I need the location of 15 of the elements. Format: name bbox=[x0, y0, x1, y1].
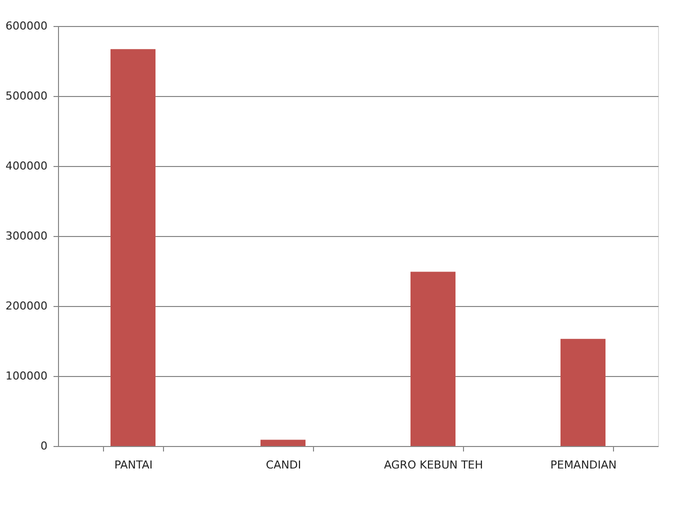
x-tick-label: PEMANDIAN bbox=[550, 458, 617, 472]
y-tick-label: 600000 bbox=[6, 20, 48, 32]
x-tick-label: CANDI bbox=[266, 458, 302, 472]
x-tick-label: PANTAI bbox=[114, 458, 153, 472]
y-tick-label: 0 bbox=[40, 440, 48, 452]
y-tick-label: 200000 bbox=[6, 300, 48, 312]
y-tick-label: 100000 bbox=[6, 370, 48, 382]
bar bbox=[410, 272, 456, 446]
x-tick-label: AGRO KEBUN TEH bbox=[384, 458, 484, 472]
bar bbox=[560, 338, 606, 446]
bar bbox=[260, 440, 306, 446]
y-tick-label: 500000 bbox=[6, 90, 48, 102]
bar bbox=[110, 49, 156, 446]
y-tick-label: 400000 bbox=[6, 160, 48, 172]
y-tick-label: 300000 bbox=[6, 230, 48, 242]
